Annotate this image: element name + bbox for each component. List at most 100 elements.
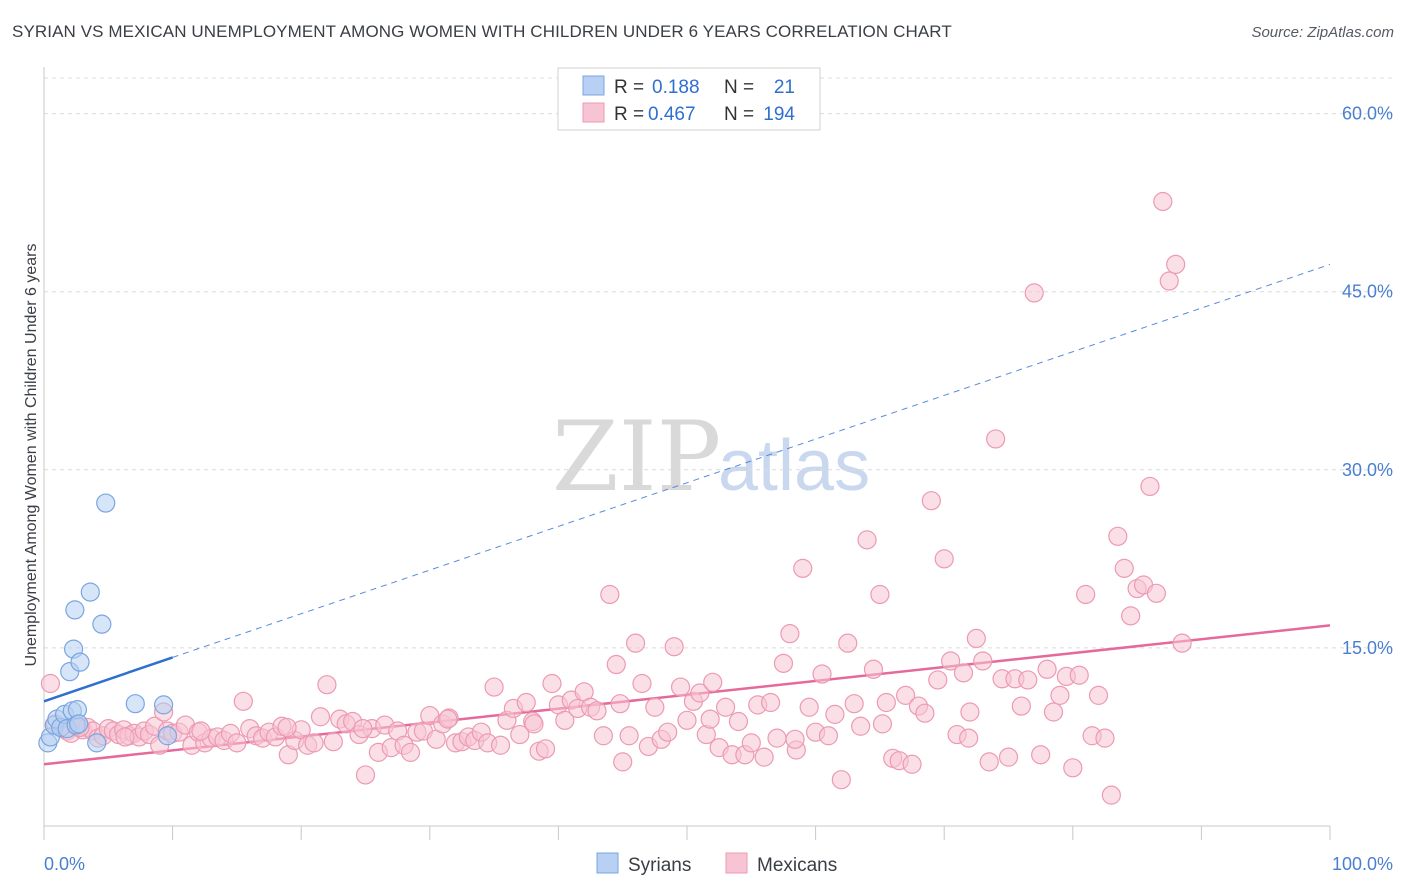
legend-r-label-1: R = — [614, 104, 644, 125]
mexican-point-178 — [1153, 191, 1173, 212]
mexican-point-186 — [353, 719, 373, 739]
mexican-point-130 — [844, 694, 864, 714]
mexican-point-106 — [690, 683, 710, 703]
mexican-point-129 — [838, 633, 858, 653]
mexican-point-160 — [1037, 659, 1057, 679]
mexican-point-189 — [610, 694, 630, 714]
mexican-point-75 — [490, 735, 511, 755]
bottom-legend-swatch-mexicans — [725, 852, 748, 874]
syrian-point-16 — [87, 733, 107, 753]
mexican-point-94 — [613, 752, 633, 772]
syrian-point-10 — [65, 600, 85, 620]
mexican-point-171 — [1108, 526, 1128, 546]
mexican-point-122 — [793, 558, 813, 578]
mexican-point-128 — [831, 770, 851, 790]
syrian-point-17 — [92, 614, 112, 634]
mexican-point-123 — [799, 697, 819, 717]
legend-swatch-mexicans — [582, 102, 605, 123]
mexican-point-47 — [310, 707, 331, 727]
mexican-point-127 — [825, 704, 845, 724]
mexican-point-164 — [1063, 758, 1083, 778]
mexican-point-181 — [1172, 633, 1192, 653]
mexican-point-185 — [277, 717, 297, 738]
mexican-point-96 — [625, 633, 646, 653]
y-tick-label-1: 30.0% — [1342, 460, 1393, 480]
mexican-point-101 — [658, 722, 678, 742]
mexican-point-117 — [760, 692, 781, 713]
mexican-point-148 — [960, 702, 980, 722]
bottom-legend-swatch-syrians — [596, 852, 619, 874]
mexican-point-193 — [959, 728, 979, 748]
mexican-point-172 — [1114, 558, 1134, 578]
mexican-point-154 — [998, 747, 1019, 767]
bottom-legend-label-mexicans: Mexicans — [757, 855, 837, 876]
mexican-point-159 — [1031, 745, 1051, 765]
legend-r-value-1: 0.467 — [648, 104, 696, 125]
mexican-point-99 — [645, 697, 665, 717]
mexican-point-134 — [870, 584, 890, 605]
legend-n-value-1: 194 — [763, 104, 795, 125]
mexican-point-54 — [355, 765, 376, 785]
mexican-point-103 — [670, 677, 691, 697]
mexican-point-179 — [1159, 271, 1179, 291]
mexican-point-192 — [872, 714, 893, 734]
mexican-point-188 — [524, 714, 544, 734]
mexican-point-125 — [812, 664, 832, 684]
mexican-point-112 — [728, 711, 749, 732]
mexican-point-166 — [1076, 584, 1096, 605]
legend-swatch-syrians — [582, 75, 605, 96]
mexican-point-170 — [1101, 785, 1121, 805]
syrian-point-14 — [70, 652, 90, 672]
x-tick-label-1: 100.0% — [1332, 854, 1393, 874]
y-tick-label-3: 60.0% — [1342, 104, 1393, 124]
mexican-point-78 — [510, 724, 530, 745]
mexican-point-183 — [115, 727, 135, 747]
mexican-point-176 — [1140, 476, 1160, 497]
mexican-point-145 — [941, 651, 961, 671]
mexican-point-147 — [953, 663, 974, 683]
syrians-trend-extension — [172, 263, 1331, 658]
mexican-point-184 — [191, 721, 211, 741]
legend-n-value-0: 21 — [774, 77, 795, 98]
y-axis-title: Unemployment Among Women with Children U… — [23, 243, 40, 666]
mexican-point-82 — [535, 739, 556, 759]
mexican-point-79 — [516, 692, 536, 713]
mexican-point-108 — [703, 672, 723, 692]
mexican-point-156 — [1011, 696, 1031, 716]
mexican-point-90 — [587, 701, 607, 721]
mexican-point-110 — [715, 697, 736, 717]
mexican-point-132 — [857, 530, 877, 550]
mexican-point-180 — [1166, 254, 1186, 275]
mexican-point-158 — [1024, 283, 1044, 303]
syrian-point-15 — [80, 582, 100, 602]
mexican-point-97 — [632, 673, 652, 694]
legend-n-label-0: N = — [724, 77, 754, 98]
legend-r-label-0: R = — [614, 77, 644, 98]
mexican-point-114 — [741, 733, 761, 753]
mexican-point-144 — [934, 549, 954, 569]
mexican-point-151 — [979, 752, 999, 772]
mexican-point-190 — [700, 709, 720, 729]
mexican-point-34 — [227, 733, 247, 753]
y-tick-label-0: 15.0% — [1342, 638, 1393, 658]
mexican-point-169 — [1095, 728, 1115, 748]
mexican-point-177 — [1146, 583, 1166, 603]
syrian-point-18 — [96, 493, 116, 513]
mexican-point-150 — [973, 651, 993, 671]
y-tick-label-2: 45.0% — [1342, 282, 1393, 302]
mexican-point-83 — [542, 673, 562, 694]
mexican-point-35 — [233, 691, 253, 711]
mexican-point-61 — [400, 742, 421, 762]
mexican-point-46 — [304, 733, 324, 753]
mexican-point-48 — [317, 675, 337, 695]
watermark-atlas: atlas — [718, 426, 870, 506]
mexican-point-142 — [921, 491, 941, 511]
mexican-point-141 — [915, 703, 935, 723]
mexican-point-95 — [619, 726, 639, 746]
mexican-point-168 — [1088, 685, 1109, 705]
watermark-zip: ZIP — [552, 401, 721, 513]
mexican-point-120 — [780, 624, 800, 644]
mexican-point-165 — [1069, 665, 1089, 685]
gridlines: 15.0% 30.0% 45.0% 60.0% — [44, 77, 1395, 658]
